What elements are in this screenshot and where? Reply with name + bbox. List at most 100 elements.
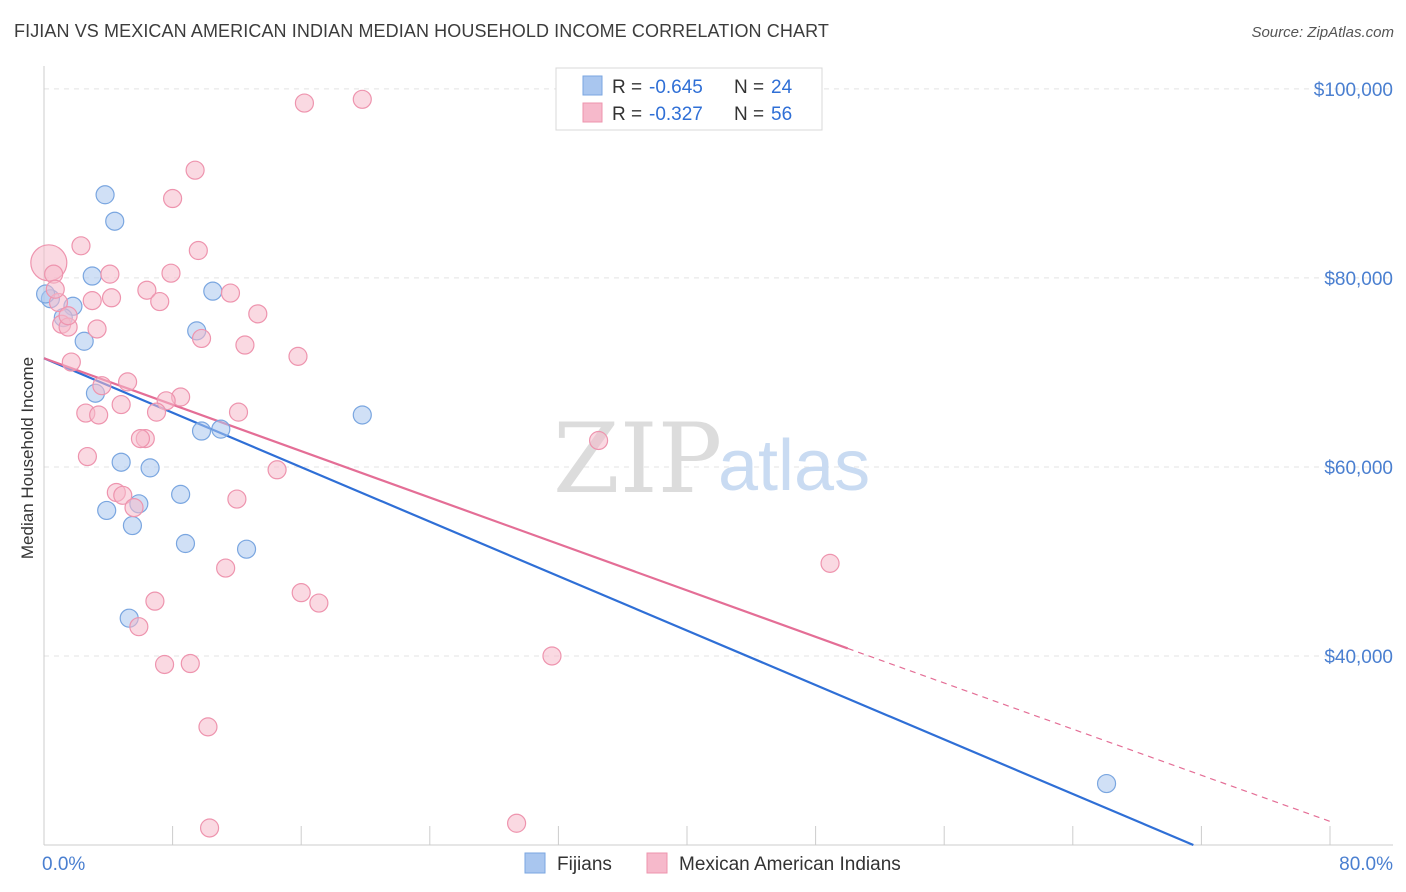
chart-title: FIJIAN VS MEXICAN AMERICAN INDIAN MEDIAN… <box>14 21 829 41</box>
data-point <box>117 372 138 392</box>
data-point <box>130 428 151 449</box>
bottom-legend-swatch-mexican-american-indians <box>646 852 668 874</box>
data-point <box>1096 773 1117 794</box>
data-point <box>294 93 315 113</box>
data-point <box>111 394 131 415</box>
bottom-legend-label-fijians: Fijians <box>557 854 612 875</box>
data-point <box>203 281 223 301</box>
bottom-legend-label-mexican-american-indians: Mexican American Indians <box>679 854 901 875</box>
data-point <box>288 346 308 366</box>
legend-n-value-1: 24 <box>771 77 793 98</box>
legend-swatch-mexican-american-indians <box>582 102 603 123</box>
data-point <box>588 430 609 451</box>
data-point <box>137 280 157 300</box>
y-axis-title: Median Household Income <box>18 357 37 559</box>
data-point <box>95 185 115 205</box>
data-point <box>146 402 167 422</box>
data-point <box>122 515 143 536</box>
y-tick-label-2: $80,000 <box>1324 269 1393 290</box>
data-point <box>248 304 268 324</box>
data-point <box>542 646 562 666</box>
data-point <box>61 352 81 372</box>
data-point <box>163 188 183 209</box>
legend-r-label-2: R = <box>612 104 642 125</box>
data-point <box>235 335 255 355</box>
data-points <box>30 89 1117 838</box>
data-point <box>100 264 120 284</box>
data-point <box>58 306 78 326</box>
data-point <box>199 818 220 838</box>
legend-n-label-2: N = <box>734 104 764 125</box>
data-point <box>820 553 840 573</box>
data-point <box>185 160 205 180</box>
data-point <box>188 240 208 261</box>
data-point <box>82 266 102 286</box>
data-point <box>154 654 175 675</box>
trend-line-fijians <box>43 357 1194 847</box>
data-point <box>267 460 287 480</box>
data-point <box>228 402 249 422</box>
data-point <box>87 319 107 339</box>
data-point <box>291 583 311 603</box>
data-point <box>89 405 109 425</box>
data-point <box>236 539 257 559</box>
data-point <box>227 489 247 509</box>
data-point <box>92 376 112 396</box>
legend-r-value-1: -0.645 <box>649 77 703 98</box>
y-tick-label-0: $40,000 <box>1324 647 1393 668</box>
data-point <box>111 452 131 472</box>
data-point <box>198 717 218 737</box>
data-point <box>71 236 91 256</box>
axes <box>43 66 1393 846</box>
data-point <box>191 421 212 441</box>
gridlines <box>44 88 1393 657</box>
trend-lines <box>43 357 1331 847</box>
x-tick-label-max: 80.0% <box>1339 854 1393 875</box>
data-point <box>105 211 125 231</box>
y-tick-labels: $40,000 $60,000 $80,000 $100,000 <box>1314 80 1393 668</box>
watermark: ZIP atlas <box>553 403 870 515</box>
legend-n-label-1: N = <box>734 77 764 98</box>
data-point <box>175 533 196 554</box>
data-point <box>180 653 200 674</box>
trend-line-extension-mexican-american-indians <box>847 647 1331 822</box>
data-point <box>82 291 102 311</box>
data-point <box>145 591 165 611</box>
data-point <box>140 458 160 478</box>
series-mexican-american-indians <box>30 89 840 838</box>
data-point <box>113 485 133 505</box>
watermark-zip: ZIP <box>553 403 722 515</box>
y-tick-label-1: $60,000 <box>1324 458 1393 479</box>
legend: R = -0.645 N = 24 R = -0.327 N = 56 <box>555 67 823 131</box>
legend-swatch-fijians <box>582 75 603 96</box>
data-point <box>309 593 329 613</box>
data-point <box>124 497 144 518</box>
data-point <box>220 283 241 303</box>
data-point <box>74 331 94 351</box>
data-point <box>77 446 98 467</box>
data-point <box>352 405 372 425</box>
data-point <box>45 279 65 299</box>
x-tick-labels: 0.0% 80.0% <box>42 854 1393 875</box>
bottom-legend-swatch-fijians <box>524 852 546 874</box>
data-point <box>171 484 191 504</box>
data-point <box>216 558 236 578</box>
trend-line-mexican-american-indians <box>43 357 849 650</box>
y-tick-label-3: $100,000 <box>1314 80 1393 101</box>
data-point <box>352 89 372 109</box>
data-point <box>150 291 170 312</box>
legend-r-value-2: -0.327 <box>649 104 703 125</box>
bottom-legend: Fijians Mexican American Indians <box>524 852 901 875</box>
x-tick-label-min: 0.0% <box>42 854 85 875</box>
data-point <box>211 419 231 439</box>
data-point <box>191 328 212 349</box>
data-point <box>129 617 149 637</box>
legend-r-label-1: R = <box>612 77 642 98</box>
source-credit: Source: ZipAtlas.com <box>1251 24 1394 41</box>
data-point <box>101 288 122 308</box>
data-point <box>97 500 117 521</box>
data-point <box>161 263 181 283</box>
watermark-atlas: atlas <box>718 426 870 506</box>
data-point <box>507 813 527 833</box>
